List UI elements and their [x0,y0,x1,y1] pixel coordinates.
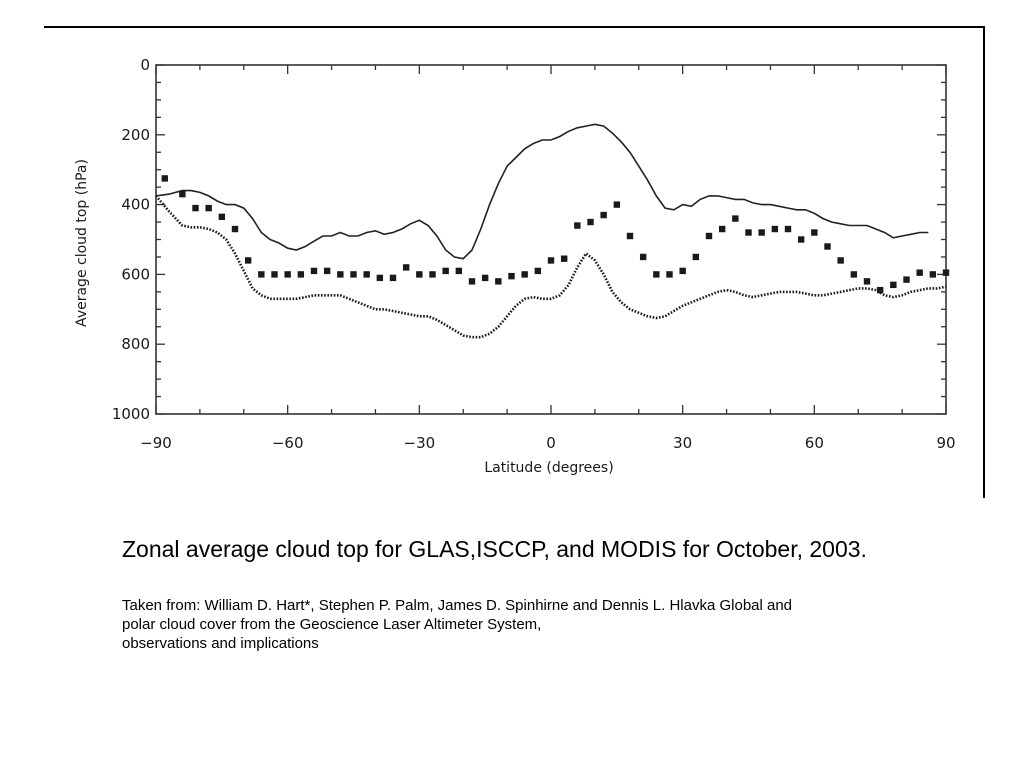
square-marker [942,269,950,276]
square-marker [732,215,739,222]
top-rule [44,26,984,28]
square-marker [244,257,252,264]
square-marker [718,225,726,233]
square-marker [863,278,871,285]
source-line-3: observations and implications [122,635,319,652]
square-marker [784,225,792,233]
square-marker [745,229,752,236]
square-marker [468,278,476,285]
square-marker [574,222,581,229]
square-marker [811,229,818,236]
source-line-2: polar cloud cover from the Geoscience La… [122,616,542,633]
square-marker [161,175,168,182]
y-tick-label: 0 [140,56,150,74]
plot-frame [155,64,947,415]
square-marker [271,271,278,278]
cloud-top-chart: −90 −60 −30 0 30 60 90 0 200 400 600 800 1000 Latitu… [74,56,956,476]
square-marker [389,274,397,282]
y-tick-label: 800 [121,335,150,353]
square-marker [231,225,239,233]
square-marker [771,225,779,233]
square-marker [258,271,265,278]
square-marker [600,211,607,219]
square-marker [508,272,515,280]
square-marker [455,267,463,275]
figure-source: Taken from: William D. Hart*, Stephen P.… [122,596,922,653]
square-marker [481,274,489,282]
square-marker [626,232,634,240]
square-marker [613,201,621,208]
x-tick-label: 60 [805,434,824,452]
square-marker [547,257,555,264]
square-marker [350,271,357,278]
source-line-1: Taken from: William D. Hart*, Stephen P.… [122,597,793,614]
x-axis-label: Latitude (degrees) [484,460,613,476]
y-axis-label: Average cloud top (hPa) [74,159,90,327]
square-marker [666,271,673,278]
y-tick-label: 200 [121,126,150,144]
square-marker [310,267,318,275]
square-marker [653,271,660,278]
square-marker [402,264,410,271]
square-marker [679,267,686,275]
square-marker [192,204,199,212]
dotted-series-line [155,195,947,339]
square-marker [363,271,370,278]
square-marker [876,286,884,294]
square-marker [205,204,212,212]
square-marker [903,276,910,283]
y-tick-label: 1000 [112,405,150,423]
square-marker [639,253,647,261]
square-marker [890,281,897,289]
x-tick-label: 0 [546,434,556,452]
square-marker [850,271,858,278]
x-tick-label: −60 [272,434,304,452]
axis-ticks [155,64,947,415]
square-marker [179,190,186,198]
square-marker [521,271,528,278]
square-marker [692,253,700,261]
x-tick-label: −30 [404,434,436,452]
square-marker [587,218,594,226]
square-marker [824,243,831,250]
square-marker [376,274,384,282]
right-rule [983,26,985,498]
glas-series-line [155,123,929,260]
data-series [155,123,950,339]
square-marker [429,271,436,278]
square-marker [297,271,305,278]
square-marker [337,271,344,278]
square-marker [416,271,423,278]
y-tick-label: 400 [121,196,150,214]
square-marker [218,213,226,221]
y-tick-label: 600 [121,265,150,283]
tick-labels: −90 −60 −30 0 30 60 90 0 200 400 600 800 1000 [112,56,956,452]
square-marker [797,236,805,243]
plot-border [155,64,947,415]
square-marker [560,255,568,262]
x-tick-label: 90 [936,434,955,452]
square-marker [916,269,923,276]
square-marker [758,229,765,236]
figure-caption: Zonal average cloud top for GLAS,ISCCP, … [122,536,867,562]
square-marker [929,271,937,278]
x-tick-label: −90 [140,434,172,452]
square-marker [534,267,542,275]
x-tick-label: 30 [673,434,692,452]
square-marker [705,232,713,240]
square-marker [284,271,291,278]
square-marker [323,267,331,275]
square-marker [442,267,449,275]
square-marker [837,257,844,264]
square-marker [495,278,502,285]
